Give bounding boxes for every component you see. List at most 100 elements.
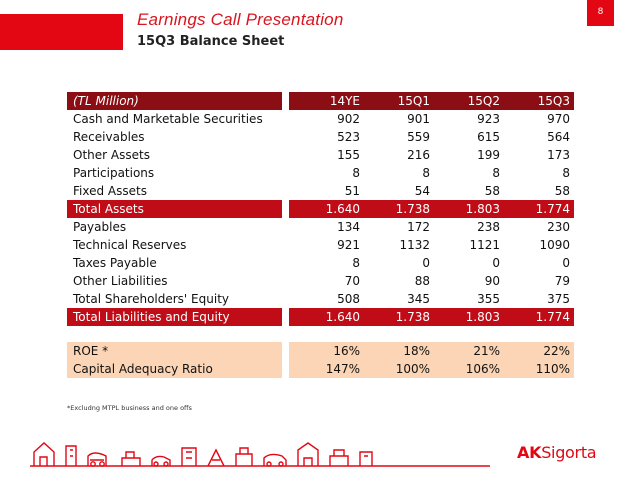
table-row: Other Liabilities 70 88 90 79: [67, 272, 574, 290]
cell-value: 345: [407, 292, 430, 306]
row-label: Receivables: [73, 130, 145, 144]
table-total-row: Total Liabilities and Equity 1.640 1.738 1.…: [67, 308, 574, 326]
row-label: Payables: [73, 220, 127, 234]
cell-value: 58: [554, 184, 570, 198]
cell-value: 1.803: [465, 202, 500, 216]
cell-value: 923: [477, 112, 500, 126]
cell-value: 173: [547, 148, 570, 162]
header-red-bar: [0, 14, 123, 50]
cell-value: 216: [407, 148, 430, 162]
ratio-row: ROE * 16% 18% 21% 22%: [67, 342, 574, 360]
table-total-row: Total Assets 1.640 1.738 1.803 1.774: [67, 200, 574, 218]
row-label: Technical Reserves: [73, 238, 187, 252]
cell-value: 1.640: [325, 310, 360, 324]
ratio-value: 22%: [543, 344, 570, 358]
cell-value: 8: [562, 166, 570, 180]
row-label: Other Assets: [73, 148, 150, 162]
table-row: Participations 8 8 8 8: [67, 164, 574, 182]
cell-value: 1090: [539, 238, 570, 252]
ratio-row: Capital Adequacy Ratio 147% 100% 106% 110%: [67, 360, 574, 378]
cell-value: 615: [477, 130, 500, 144]
cell-value: 1.640: [325, 202, 360, 216]
table-row: Taxes Payable 8 0 0 0: [67, 254, 574, 272]
cell-value: 8: [492, 166, 500, 180]
row-label: Total Assets: [67, 200, 282, 218]
cell-value: 508: [337, 292, 360, 306]
row-label: Taxes Payable: [73, 256, 157, 270]
aksigorta-logo: AKSigorta: [517, 443, 597, 462]
table-row: Technical Reserves 921 1132 1121 1090: [67, 236, 574, 254]
cell-value: 564: [547, 130, 570, 144]
column-header: 15Q1: [397, 94, 430, 108]
cell-value: 8: [422, 166, 430, 180]
balance-sheet-table: (TL Million) 14YE 15Q1 15Q2 15Q3 Cash an…: [67, 92, 574, 378]
cell-value: 88: [414, 274, 430, 288]
table-row: Other Assets 155 216 199 173: [67, 146, 574, 164]
cell-value: 8: [352, 256, 360, 270]
cell-value: 902: [337, 112, 360, 126]
ratio-value: 100%: [395, 362, 430, 376]
footnote: *Excludng MTPL business and one offs: [67, 404, 192, 412]
slide-subtitle: 15Q3 Balance Sheet: [137, 34, 285, 49]
cell-value: 230: [547, 220, 570, 234]
ratio-label: Capital Adequacy Ratio: [67, 360, 282, 378]
logo-text-sigorta: Sigorta: [541, 443, 597, 462]
table-row: Cash and Marketable Securities 902 901 923 9…: [67, 110, 574, 128]
cell-value: 1.774: [535, 202, 570, 216]
ratio-value: 147%: [325, 362, 360, 376]
cell-value: 134: [337, 220, 360, 234]
row-label: Participations: [73, 166, 155, 180]
table-row: Total Shareholders' Equity 508 345 355 375: [67, 290, 574, 308]
table-row: Payables 134 172 238 230: [67, 218, 574, 236]
ratio-value: 110%: [535, 362, 570, 376]
row-label: Other Liabilities: [73, 274, 168, 288]
cell-value: 355: [477, 292, 500, 306]
ratio-label: ROE *: [67, 342, 282, 360]
cell-value: 1.774: [535, 310, 570, 324]
column-header: 14YE: [329, 94, 360, 108]
ratio-value: 106%: [465, 362, 500, 376]
house-car-skyline-icon: [30, 442, 490, 467]
row-label: Fixed Assets: [73, 184, 147, 198]
cell-value: 970: [547, 112, 570, 126]
table-row: Receivables 523 559 615 564: [67, 128, 574, 146]
cell-value: 155: [337, 148, 360, 162]
cell-value: 172: [407, 220, 430, 234]
cell-value: 559: [407, 130, 430, 144]
cell-value: 54: [414, 184, 430, 198]
cell-value: 921: [337, 238, 360, 252]
row-label: Cash and Marketable Securities: [73, 112, 263, 126]
cell-value: 1.803: [465, 310, 500, 324]
ratio-value: 21%: [473, 344, 500, 358]
cell-value: 1.738: [395, 310, 430, 324]
unit-label: (TL Million): [67, 92, 282, 110]
cell-value: 901: [407, 112, 430, 126]
ratio-value: 18%: [403, 344, 430, 358]
cell-value: 1132: [399, 238, 430, 252]
table-header-row: (TL Million) 14YE 15Q1 15Q2 15Q3: [67, 92, 574, 110]
cell-value: 0: [562, 256, 570, 270]
cell-value: 8: [352, 166, 360, 180]
presentation-title: Earnings Call Presentation: [137, 10, 344, 29]
cell-value: 199: [477, 148, 500, 162]
ratio-value: 16%: [333, 344, 360, 358]
cell-value: 1121: [469, 238, 500, 252]
page-number-badge: 8: [587, 0, 614, 26]
cell-value: 58: [484, 184, 500, 198]
logo-text-ak: AK: [517, 443, 542, 462]
cell-value: 375: [547, 292, 570, 306]
cell-value: 0: [492, 256, 500, 270]
column-header: 15Q2: [467, 94, 500, 108]
cell-value: 523: [337, 130, 360, 144]
cell-value: 90: [484, 274, 500, 288]
row-label: Total Liabilities and Equity: [67, 308, 282, 326]
cell-value: 51: [344, 184, 360, 198]
cell-value: 79: [554, 274, 570, 288]
cell-value: 0: [422, 256, 430, 270]
cell-value: 1.738: [395, 202, 430, 216]
cell-value: 238: [477, 220, 500, 234]
row-label: Total Shareholders' Equity: [73, 292, 229, 306]
column-header: 15Q3: [537, 94, 570, 108]
cell-value: 70: [344, 274, 360, 288]
table-row: Fixed Assets 51 54 58 58: [67, 182, 574, 200]
